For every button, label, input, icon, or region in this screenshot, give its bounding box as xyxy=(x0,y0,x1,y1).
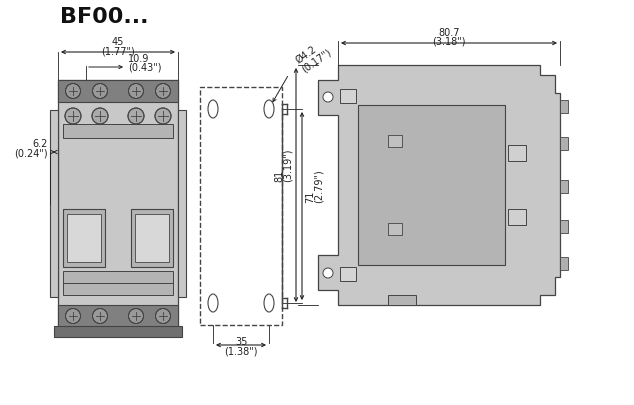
Bar xyxy=(340,89,356,103)
Bar xyxy=(54,326,182,337)
Bar xyxy=(560,100,568,113)
Text: (3.18"): (3.18") xyxy=(432,37,466,47)
Bar xyxy=(560,257,568,270)
Circle shape xyxy=(323,92,333,102)
Text: BF00...: BF00... xyxy=(60,7,148,27)
Bar xyxy=(508,145,526,161)
Bar xyxy=(178,110,186,297)
Bar xyxy=(388,135,402,147)
Text: 80.7: 80.7 xyxy=(438,28,460,38)
Text: 10.9: 10.9 xyxy=(128,54,150,64)
Text: (0.43"): (0.43") xyxy=(128,63,162,73)
Text: (1.38"): (1.38") xyxy=(224,346,258,356)
Ellipse shape xyxy=(264,100,274,118)
Circle shape xyxy=(155,83,171,98)
Circle shape xyxy=(93,83,108,98)
Bar xyxy=(63,271,173,283)
Text: Ø4.2: Ø4.2 xyxy=(294,44,318,65)
Bar xyxy=(200,87,282,325)
Text: 71: 71 xyxy=(305,191,315,203)
Text: (3.19"): (3.19") xyxy=(283,149,293,182)
Text: (2.79"): (2.79") xyxy=(314,169,324,203)
Ellipse shape xyxy=(208,100,218,118)
Circle shape xyxy=(155,309,171,324)
Bar xyxy=(560,220,568,233)
Bar xyxy=(63,124,173,138)
Ellipse shape xyxy=(264,294,274,312)
Text: 35: 35 xyxy=(235,337,247,347)
Circle shape xyxy=(128,108,144,124)
Bar xyxy=(508,209,526,225)
Bar xyxy=(388,295,416,305)
Circle shape xyxy=(129,309,143,324)
Text: (0.24"): (0.24") xyxy=(15,148,48,158)
Bar xyxy=(340,267,356,281)
Bar xyxy=(67,214,101,262)
Polygon shape xyxy=(318,65,560,305)
Text: (1.77"): (1.77") xyxy=(101,46,135,56)
Circle shape xyxy=(92,108,108,124)
Text: 81: 81 xyxy=(274,170,284,182)
Bar xyxy=(560,137,568,150)
Bar xyxy=(358,105,505,265)
Bar xyxy=(58,80,178,102)
Circle shape xyxy=(65,108,81,124)
Circle shape xyxy=(129,83,143,98)
Circle shape xyxy=(155,108,171,124)
Bar xyxy=(58,305,178,327)
Circle shape xyxy=(323,268,333,278)
Bar xyxy=(63,209,105,267)
Text: (0.17"): (0.17") xyxy=(300,47,333,74)
Bar xyxy=(560,180,568,193)
Bar xyxy=(50,110,58,297)
Bar xyxy=(388,223,402,235)
Circle shape xyxy=(65,309,81,324)
Bar xyxy=(63,275,173,295)
Bar xyxy=(135,214,169,262)
Bar xyxy=(58,80,178,327)
Ellipse shape xyxy=(208,294,218,312)
Bar xyxy=(131,209,173,267)
Circle shape xyxy=(65,83,81,98)
Text: 45: 45 xyxy=(112,37,124,47)
Circle shape xyxy=(93,309,108,324)
Text: 6.2: 6.2 xyxy=(32,139,48,149)
